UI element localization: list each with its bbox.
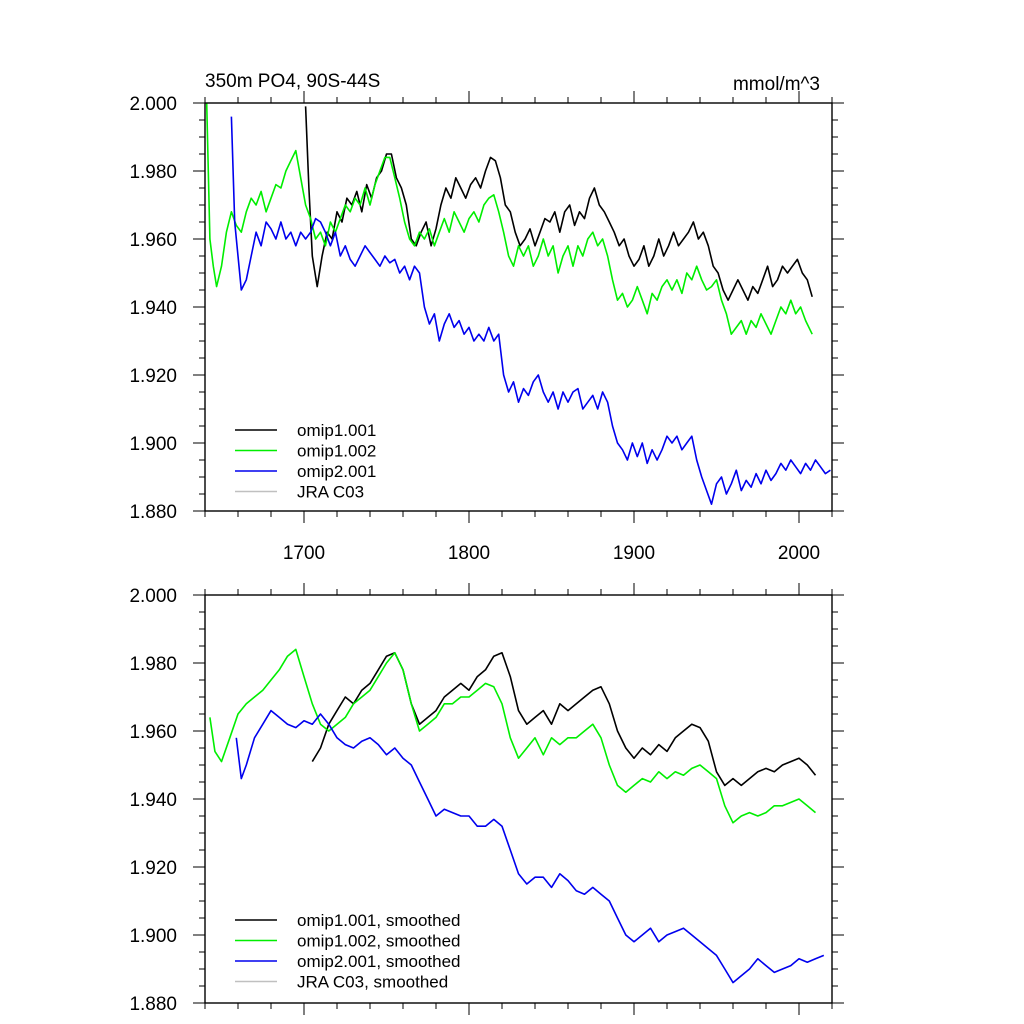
y-tick-label: 1.920 bbox=[129, 858, 177, 879]
x-tick-label: 1800 bbox=[448, 543, 490, 564]
x-tick-label: 1700 bbox=[283, 543, 325, 564]
chart-title-left: 350m PO4, 90S-44S bbox=[205, 71, 380, 92]
legend: omip1.001, smoothed omip1.002, smoothedom… bbox=[235, 911, 461, 992]
series-group bbox=[205, 103, 831, 505]
series-line-2 bbox=[209, 648, 817, 824]
series-line-1 bbox=[304, 106, 813, 301]
legend-label: omip2.001, smoothed bbox=[297, 952, 461, 971]
legend-label: omip2.001 bbox=[297, 462, 376, 481]
plot-frame bbox=[204, 594, 833, 1004]
series-line-3 bbox=[235, 709, 825, 984]
plot-frame bbox=[204, 102, 833, 512]
y-tick-label: 1.960 bbox=[129, 230, 177, 251]
x-tick-label: 1900 bbox=[613, 543, 655, 564]
chart-title-right: mmol/m^3 bbox=[733, 74, 820, 95]
y-tick-label: 1.980 bbox=[129, 654, 177, 675]
y-tick-label: 1.900 bbox=[129, 926, 177, 947]
legend-label: omip1.002, smoothed bbox=[297, 932, 461, 951]
y-tick-label: 1.940 bbox=[129, 790, 177, 811]
y-tick-label: 1.900 bbox=[129, 434, 177, 455]
chart-panel-top: 1.880 1.900 1.920 1.940 1.960 1.980 2.000 1700 1… bbox=[129, 71, 844, 564]
y-tick-label: 1.940 bbox=[129, 298, 177, 319]
y-tick-label: 1.960 bbox=[129, 722, 177, 743]
legend-label: omip1.001, smoothed bbox=[297, 911, 461, 930]
y-tick-label: 2.000 bbox=[129, 586, 177, 607]
y-tick-label: 1.980 bbox=[129, 162, 177, 183]
series-line-3 bbox=[230, 116, 831, 505]
y-tick-label: 1.880 bbox=[129, 502, 177, 523]
y-tick-label: 2.000 bbox=[129, 94, 177, 115]
series-line-1 bbox=[311, 652, 817, 787]
chart-panel-bottom: 1.880 1.900 1.920 1.940 1.960 1.980 2.000 omip1… bbox=[129, 583, 844, 1015]
legend-label: omip1.002 bbox=[297, 442, 376, 461]
series-group bbox=[209, 648, 825, 984]
y-tick-label: 1.880 bbox=[129, 994, 177, 1015]
x-tick-label: 2000 bbox=[778, 543, 820, 564]
legend-label: JRA C03 bbox=[297, 483, 364, 502]
legend-label: omip1.001 bbox=[297, 421, 376, 440]
series-line-2 bbox=[205, 103, 813, 335]
legend-label: JRA C03, smoothed bbox=[297, 973, 448, 992]
y-tick-label: 1.920 bbox=[129, 366, 177, 387]
